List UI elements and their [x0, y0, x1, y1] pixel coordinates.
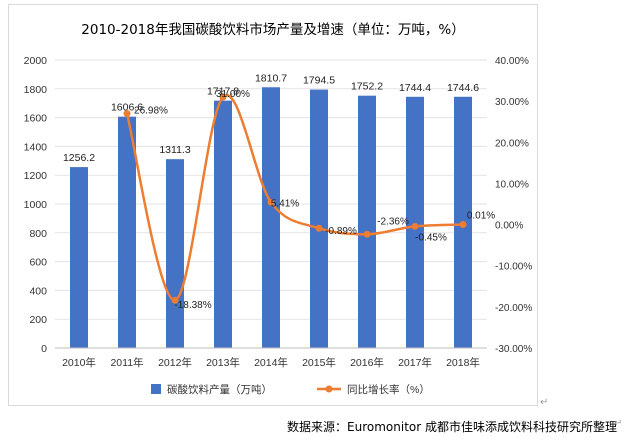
bar — [406, 96, 424, 348]
x-tick-label: 2016年 — [350, 356, 384, 369]
bar — [310, 89, 328, 348]
line-data-label: -0.45% — [415, 232, 447, 243]
bar — [214, 100, 232, 348]
bar — [118, 116, 136, 348]
bar-data-label: 1606.6 — [111, 102, 143, 114]
x-tick-label: 2013年 — [206, 356, 240, 369]
bar-data-label: 1311.3 — [159, 144, 190, 156]
line-data-label: 0.01% — [467, 211, 495, 222]
x-tick-label: 2010年 — [62, 356, 96, 369]
line-point — [123, 110, 131, 118]
y-left-tick-label: 2000 — [24, 55, 48, 67]
line-point — [267, 198, 275, 206]
axes: 0 200 400 600 800 1000 1200 1400 1600 1800 2000 -30… — [24, 55, 533, 369]
y-left-tick-label: 200 — [29, 314, 47, 326]
paragraph-mark-icon: ↵ — [540, 397, 549, 408]
x-tick-label: 2012年 — [158, 356, 192, 369]
y-left-tick-label: 0 — [41, 343, 47, 355]
y-right-tick-label: 20.00% — [495, 138, 529, 149]
x-tick-label: 2015年 — [302, 356, 336, 369]
line-data-label: -0.89% — [325, 226, 357, 237]
y-left-tick-label: 1600 — [24, 113, 48, 125]
bar — [262, 87, 280, 348]
bar-data-label: 1752.2 — [351, 81, 383, 93]
bar-data-label: 1744.4 — [399, 82, 431, 94]
line-point — [171, 296, 179, 304]
y-right-tick-label: -30.00% — [495, 344, 532, 355]
line-series — [123, 93, 467, 304]
bar-data-label: 1744.6 — [447, 82, 479, 94]
y-right-tick-label: -20.00% — [495, 303, 532, 314]
data-labels: 1256.2 1606.6 1311.3 1717.8 1810.7 1794.5 1752… — [63, 72, 495, 311]
y-left-tick-label: 1800 — [24, 84, 48, 96]
line-point — [363, 230, 371, 238]
line-data-label: -18.38% — [174, 300, 211, 311]
bar — [166, 159, 184, 348]
x-tick-label: 2017年 — [398, 356, 432, 369]
x-tick-label: 2014年 — [254, 356, 288, 369]
legend-swatch-bar — [151, 384, 161, 394]
y-right-tick-label: 30.00% — [495, 97, 529, 108]
bar-data-label: 1256.2 — [63, 152, 95, 164]
chart: 2010-2018年我国碳酸饮料市场产量及增速（单位：万吨，%） 1256.21… — [24, 21, 533, 396]
legend-label-bar: 碳酸饮料产量（万吨） — [167, 383, 272, 396]
bar-data-label: 1717.8 — [207, 86, 239, 98]
x-tick-label: 2011年 — [110, 356, 143, 369]
line-data-label: 26.98% — [134, 106, 168, 117]
source-note: 数据来源：Euromonitor 成都市佳味添成饮料科技研究所整理 — [287, 420, 617, 434]
legend: 碳酸饮料产量（万吨） 同比增长率（%） — [151, 383, 430, 396]
legend-swatch-point — [325, 385, 333, 393]
bar — [70, 167, 88, 348]
growth-line — [125, 93, 464, 302]
line-point — [315, 224, 323, 232]
legend-label-line: 同比增长率（%） — [347, 383, 430, 396]
chart-title: 2010-2018年我国碳酸饮料市场产量及增速（单位：万吨，%） — [81, 21, 464, 38]
paragraph-mark-icon: ↵ — [614, 418, 623, 429]
chart-frame: 2010-2018年我国碳酸饮料市场产量及增速（单位：万吨，%） 1256.2 1… — [8, 4, 538, 406]
line-data-label: 31.00% — [216, 89, 250, 100]
y-left-tick-label: 800 — [29, 228, 47, 240]
y-left-tick-label: 600 — [29, 257, 47, 269]
line-point — [219, 93, 227, 101]
y-left-tick-label: 1200 — [24, 170, 48, 182]
y-right-tick-label: -10.00% — [495, 262, 532, 273]
bar — [358, 95, 376, 348]
x-tick-label: 2018年 — [446, 356, 480, 369]
y-left-tick-label: 1000 — [24, 199, 48, 211]
line-data-label: 5.41% — [271, 198, 299, 209]
y-left-tick-label: 400 — [29, 285, 47, 297]
y-right-tick-label: 0.00% — [495, 221, 523, 232]
bar-data-label: 1794.5 — [303, 75, 335, 87]
y-left-tick-label: 1400 — [24, 141, 48, 153]
bar-data-label: 1810.7 — [255, 72, 287, 84]
line-point — [459, 221, 467, 229]
line-point — [411, 222, 419, 230]
line-data-label: -2.36% — [377, 216, 409, 227]
y-right-tick-label: 40.00% — [495, 56, 529, 67]
y-right-tick-label: 10.00% — [495, 179, 529, 190]
